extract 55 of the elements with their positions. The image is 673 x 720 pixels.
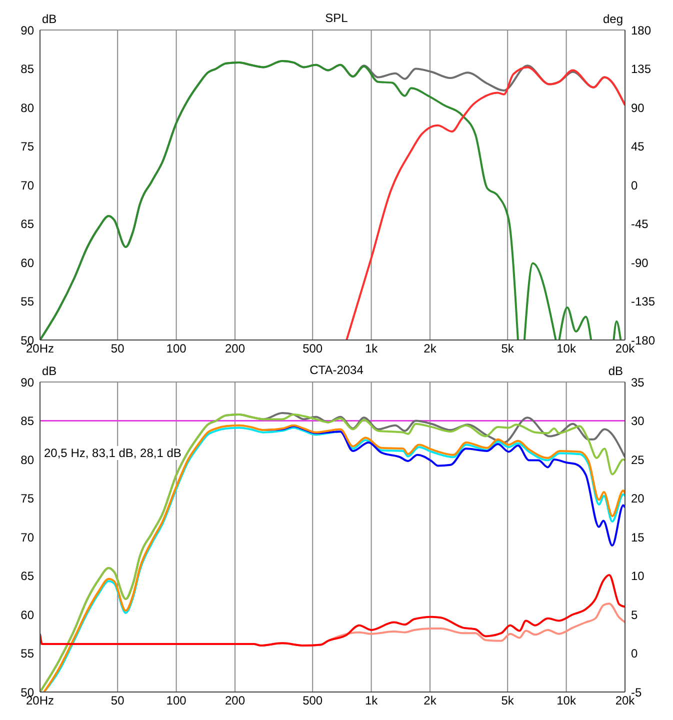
y2-tick-label: -90	[631, 256, 649, 270]
x-tick-label: 1k	[364, 342, 379, 356]
y-axis-title: dB	[42, 364, 57, 378]
y2-tick-label: 15	[631, 530, 645, 544]
x-tick-label: 500	[302, 342, 323, 356]
y-tick-label: 80	[20, 100, 34, 115]
y2-tick-label: 135	[631, 62, 652, 76]
y-tick-label: 60	[20, 256, 34, 270]
y-tick-label: 65	[20, 217, 34, 232]
x-tick-label: 2k	[424, 342, 438, 356]
y2-tick-label: 35	[631, 375, 645, 390]
y-tick-label: 75	[20, 140, 34, 154]
chart-title: CTA-2034	[310, 363, 364, 377]
y2-tick-label: 25	[631, 452, 645, 467]
y-tick-label: 85	[20, 414, 34, 428]
y2-axis-title: deg	[602, 12, 623, 26]
y2-tick-label: 90	[631, 100, 645, 115]
x-tick-label: 500	[302, 694, 323, 708]
x-tick-label: 50	[110, 694, 125, 708]
y-tick-label: 90	[20, 23, 34, 38]
y2-tick-label: 180	[631, 23, 652, 38]
y2-tick-label: 5	[631, 608, 638, 622]
y2-tick-label: 0	[631, 646, 638, 661]
y2-tick-label: -45	[631, 217, 649, 232]
x-tick-label: 10k	[556, 342, 577, 356]
chart-title: SPL	[325, 11, 348, 25]
y-tick-label: 55	[20, 646, 34, 661]
y2-axis-title: dB	[608, 364, 623, 378]
y-tick-label: 80	[20, 452, 34, 467]
y-tick-label: 60	[20, 608, 34, 622]
y-tick-label: 90	[20, 375, 34, 390]
y-tick-label: 75	[20, 492, 34, 506]
x-tick-label: 10k	[556, 694, 577, 708]
x-tick-label: 100	[166, 694, 187, 708]
x-tick-label: 2k	[424, 694, 438, 708]
y2-tick-label: 30	[631, 414, 645, 428]
x-tick-label: 200	[224, 694, 246, 708]
y-tick-label: 70	[20, 178, 34, 192]
x-tick-label: 200	[224, 342, 246, 356]
x-tick-label: 1k	[364, 694, 379, 708]
x-tick-label: 100	[166, 342, 187, 356]
x-tick-label: 50	[110, 342, 125, 356]
y2-tick-label: 20	[631, 492, 645, 506]
y2-tick-label: 10	[631, 569, 645, 584]
y2-tick-label: -135	[631, 294, 656, 309]
y-axis-title: dB	[42, 12, 57, 26]
y2-tick-label: 0	[631, 178, 638, 192]
x-tick-label: 5k	[501, 342, 515, 356]
y-tick-label: 55	[20, 294, 34, 309]
annotation: 20,5 Hz, 83,1 dB, 28,1 dB	[44, 446, 182, 460]
y-tick-label: 65	[20, 569, 34, 584]
y-tick-label: 85	[20, 62, 34, 76]
y2-tick-label: 45	[631, 140, 645, 154]
y-tick-label: 70	[20, 530, 34, 544]
x-tick-label: 5k	[501, 694, 515, 708]
